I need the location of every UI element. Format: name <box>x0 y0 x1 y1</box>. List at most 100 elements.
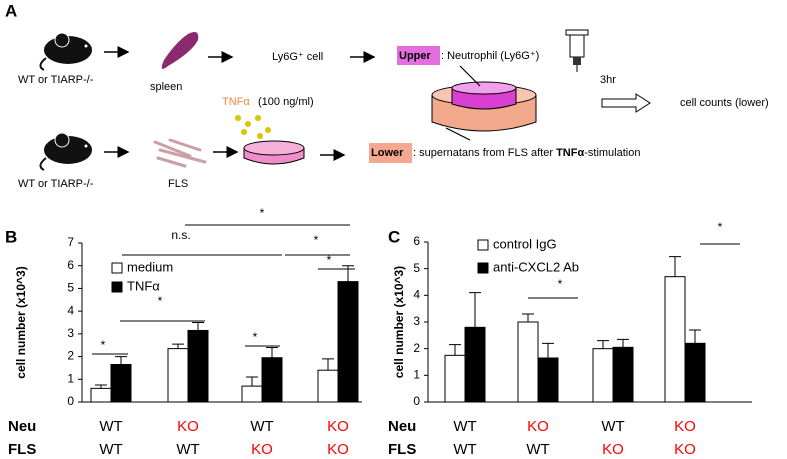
error-bar <box>246 376 258 387</box>
legend-swatch <box>477 239 489 251</box>
label: cell counts (lower) <box>680 97 769 109</box>
bar <box>241 385 263 403</box>
panel-a: A WT or TIARP-/- spleen Ly6G⁺ cell Upper… <box>5 1 769 189</box>
dish-icon <box>243 140 305 165</box>
x-tick-label: KO <box>177 418 199 435</box>
y-axis-title: cell number (x10^3) <box>392 266 406 378</box>
y-tick-label: 6 <box>67 258 74 272</box>
legend-label: medium <box>127 259 173 274</box>
legend-label: TNFα <box>127 278 160 293</box>
error-bar <box>449 344 461 356</box>
text: : supernatans from FLS after <box>413 147 556 159</box>
label: 3hr <box>600 74 616 86</box>
error-bar <box>689 329 701 344</box>
x-tick-label: WT <box>99 441 122 458</box>
label: WT or TIARP-/- <box>18 178 94 190</box>
pointer <box>445 127 471 141</box>
mouse-icon <box>39 132 92 171</box>
legend-label: anti-CXCL2 Ab <box>493 259 579 274</box>
panel-letter: A <box>5 1 17 20</box>
x-tick-label: KO <box>674 418 696 435</box>
x-tick-label: WT <box>453 418 476 435</box>
text: TNFα <box>556 147 584 159</box>
legend-swatch <box>477 262 489 274</box>
label: TNFα <box>222 96 250 108</box>
mouse-icon <box>39 32 92 71</box>
pointer <box>459 65 481 87</box>
error-bar <box>669 256 681 277</box>
x-tick-label: KO <box>251 441 273 458</box>
pipette-icon <box>565 29 589 72</box>
x-tick-label: KO <box>527 418 549 435</box>
panel-letter: B <box>5 227 17 246</box>
error-bar <box>322 358 334 371</box>
label: Lower <box>371 147 404 159</box>
error-bar <box>597 340 609 349</box>
error-bar <box>342 265 354 282</box>
row-label: Neu <box>8 418 36 435</box>
y-tick-label: 3 <box>413 314 420 328</box>
y-tick-label: 7 <box>67 235 74 249</box>
label: : supernatans from FLS after TNFα-stimul… <box>413 147 640 159</box>
legend-swatch <box>111 262 123 274</box>
x-tick-label: WT <box>526 441 549 458</box>
x-tick-label: WT <box>601 418 624 435</box>
bar <box>517 321 539 403</box>
spleen-icon <box>161 32 199 69</box>
hollow-arrow <box>601 93 651 113</box>
label: WT or TIARP-/- <box>18 74 94 86</box>
transwell-icon <box>431 81 537 132</box>
significance-label: * <box>558 277 563 291</box>
y-tick-label: 5 <box>67 281 74 295</box>
bar <box>612 346 634 403</box>
fls-icon <box>153 138 207 168</box>
significance-label: * <box>718 220 723 234</box>
y-tick-label: 2 <box>67 349 74 363</box>
bar <box>261 357 283 403</box>
significance-label: * <box>101 338 106 352</box>
label: (100 ng/ml) <box>258 96 314 108</box>
bar <box>684 342 706 403</box>
y-tick-label: 4 <box>413 288 420 302</box>
label: spleen <box>150 81 182 93</box>
text: -stimulation <box>584 147 640 159</box>
row-label: FLS <box>8 441 36 458</box>
bar <box>317 369 339 403</box>
y-tick-label: 0 <box>413 394 420 408</box>
legend-label: control IgG <box>493 236 557 251</box>
bar <box>592 348 614 403</box>
x-tick-label: WT <box>453 441 476 458</box>
label: Upper <box>399 50 432 62</box>
row-label: Neu <box>388 418 416 435</box>
panel-letter: C <box>388 227 400 246</box>
error-bar <box>617 338 629 348</box>
y-axis-title: cell number (x10^3) <box>14 266 28 378</box>
upper-box <box>397 46 440 65</box>
bar <box>90 387 112 403</box>
bar <box>110 364 132 403</box>
tnf-dots <box>235 115 271 139</box>
y-tick-label: 4 <box>67 303 74 317</box>
x-tick-label: KO <box>327 441 349 458</box>
significance-label: * <box>314 233 319 247</box>
bar <box>187 329 209 403</box>
x-tick-label: KO <box>674 441 696 458</box>
bar <box>444 354 466 403</box>
significance-label: * <box>260 206 265 220</box>
lower-box <box>369 143 412 163</box>
row-label: FLS <box>388 441 416 458</box>
significance-label: * <box>158 294 163 308</box>
x-tick-label: WT <box>250 418 273 435</box>
y-tick-label: 2 <box>413 341 420 355</box>
bar <box>337 281 359 403</box>
error-bar <box>542 342 554 358</box>
error-bar <box>95 384 107 389</box>
y-tick-label: 3 <box>67 326 74 340</box>
error-bar <box>172 343 184 349</box>
bar <box>464 326 486 403</box>
legend-swatch <box>111 281 123 293</box>
x-tick-label: WT <box>176 441 199 458</box>
label: Ly6G⁺ cell <box>272 51 323 63</box>
significance-label: n.s. <box>171 228 190 242</box>
